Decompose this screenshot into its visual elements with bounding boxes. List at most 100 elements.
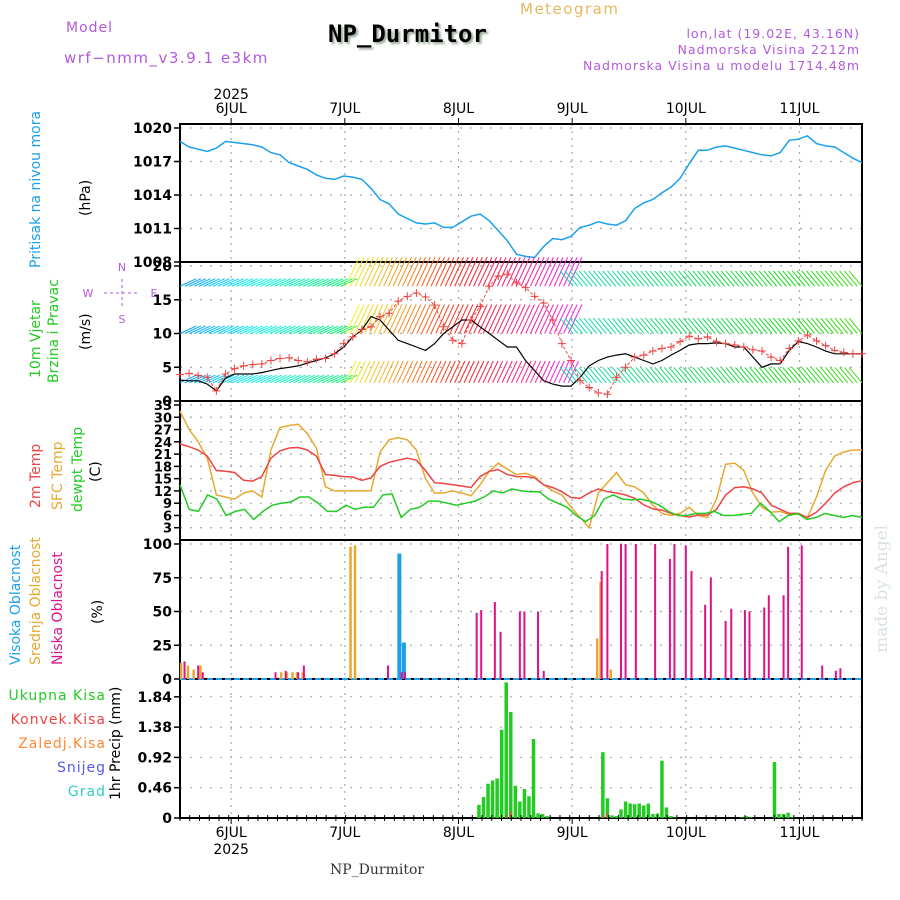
wind-arrow xyxy=(583,270,598,287)
wind-arrow xyxy=(697,317,711,334)
y-tick-label: 15 xyxy=(154,473,172,488)
wind-arrow xyxy=(829,367,844,384)
wind-speed-marker xyxy=(357,325,366,334)
wind-arrow xyxy=(454,257,469,287)
wind-arrow xyxy=(815,270,830,287)
wind-arrow xyxy=(203,278,221,287)
wind-speed-line xyxy=(179,273,862,395)
wind-speed-marker xyxy=(694,334,703,343)
wind-arrow xyxy=(515,257,531,287)
wind-arrow xyxy=(236,325,254,334)
wind-arrow xyxy=(501,360,513,383)
wind-arrow xyxy=(758,317,773,334)
wind-arrow xyxy=(350,257,365,287)
wind-arrow xyxy=(454,360,466,383)
wind-arrow xyxy=(782,317,797,334)
wind-speed-marker xyxy=(476,302,485,311)
wind-arrow xyxy=(668,270,683,287)
y-tick-label: 3 xyxy=(163,522,172,537)
wind-arrow xyxy=(801,317,816,334)
wind-arrow xyxy=(321,278,339,287)
wind-speed-marker xyxy=(421,293,430,302)
wind-arrow xyxy=(463,257,479,287)
wind-speed-marker xyxy=(176,370,184,379)
wind-arrow xyxy=(711,270,726,287)
wind-arrow xyxy=(250,325,268,334)
wind-arrow xyxy=(692,270,707,287)
bottom-date-label: 8JUL xyxy=(443,825,474,841)
y-tick-label: 25 xyxy=(153,638,172,654)
wind-arrow xyxy=(602,317,617,334)
wind-arrow xyxy=(635,367,650,384)
wind-arrow xyxy=(782,270,797,287)
wind-arrow xyxy=(227,325,244,334)
wind-arrow xyxy=(283,374,301,384)
wind-arrow xyxy=(387,304,403,334)
wind-arrow xyxy=(626,270,640,287)
legend-hail: Grad xyxy=(67,784,106,800)
wind-speed-marker xyxy=(685,332,694,341)
wind-arrow xyxy=(246,374,263,384)
wind-arrow xyxy=(421,360,433,383)
wind-arrow xyxy=(630,317,645,334)
wind-arrow xyxy=(444,257,460,287)
wind-speed-marker xyxy=(594,388,603,397)
wind-arrow xyxy=(735,270,749,287)
wind-arrow xyxy=(839,317,853,334)
wind-arrow xyxy=(440,257,455,287)
wind-arrow xyxy=(777,270,792,287)
wind-arrow xyxy=(250,278,268,287)
wind-arrow xyxy=(544,360,556,383)
wind-arrow xyxy=(725,317,740,334)
wind-arrow xyxy=(298,278,315,287)
top-date-label: 9JUL xyxy=(557,101,588,117)
elevation-label: Nadmorska Visina 2212m xyxy=(677,42,860,57)
wind-arrow xyxy=(364,360,376,383)
wind-arrow xyxy=(458,360,471,383)
compass-south: S xyxy=(119,313,126,326)
wind-arrow xyxy=(754,367,768,384)
wind-speed-marker xyxy=(667,343,676,351)
wind-arrow xyxy=(711,367,726,384)
wind-arrow xyxy=(336,278,353,287)
wind-arrow xyxy=(668,367,683,384)
wind-speed-marker xyxy=(612,373,621,382)
wind-arrow xyxy=(354,304,370,334)
wind-arrow xyxy=(368,257,384,287)
wind-arrow xyxy=(511,304,526,334)
wind-arrow xyxy=(839,270,853,287)
wind-arrow xyxy=(687,317,702,334)
temp-2m-line xyxy=(179,443,863,519)
wind-arrow xyxy=(735,317,749,334)
wind-arrow xyxy=(208,325,225,334)
wind-arrow xyxy=(425,257,441,287)
wind-arrow xyxy=(844,367,858,384)
wind-arrow xyxy=(350,360,362,383)
wind-arrow xyxy=(744,317,759,334)
wind-arrow xyxy=(454,304,469,334)
wind-speed-marker xyxy=(366,322,375,331)
wind-arrow xyxy=(482,360,494,383)
wind-arrow xyxy=(340,278,358,287)
bottom-date-label: 7JUL xyxy=(329,825,360,841)
wind-arrow xyxy=(260,374,278,384)
wind-arrow xyxy=(435,257,450,287)
wind-speed-marker xyxy=(785,344,794,353)
wind-speed-marker xyxy=(648,347,657,356)
wind-arrow xyxy=(578,367,593,384)
wind-arrow xyxy=(806,270,820,287)
y-tick-label: 33 xyxy=(154,399,172,414)
wind-speed-marker xyxy=(303,357,312,366)
wind-arrow xyxy=(274,325,292,334)
wind-arrow xyxy=(193,278,211,287)
wind-arrow xyxy=(544,257,559,287)
wind-arrow xyxy=(772,367,787,384)
wind-arrow xyxy=(298,325,315,334)
model-label: Model xyxy=(66,20,114,36)
wind-speed-marker xyxy=(530,292,539,301)
wind-arrow xyxy=(496,304,512,334)
wind-arrow xyxy=(212,325,230,334)
wind-arrow xyxy=(621,367,636,384)
wind-arrow xyxy=(668,317,683,334)
wind-arrow xyxy=(392,304,408,334)
